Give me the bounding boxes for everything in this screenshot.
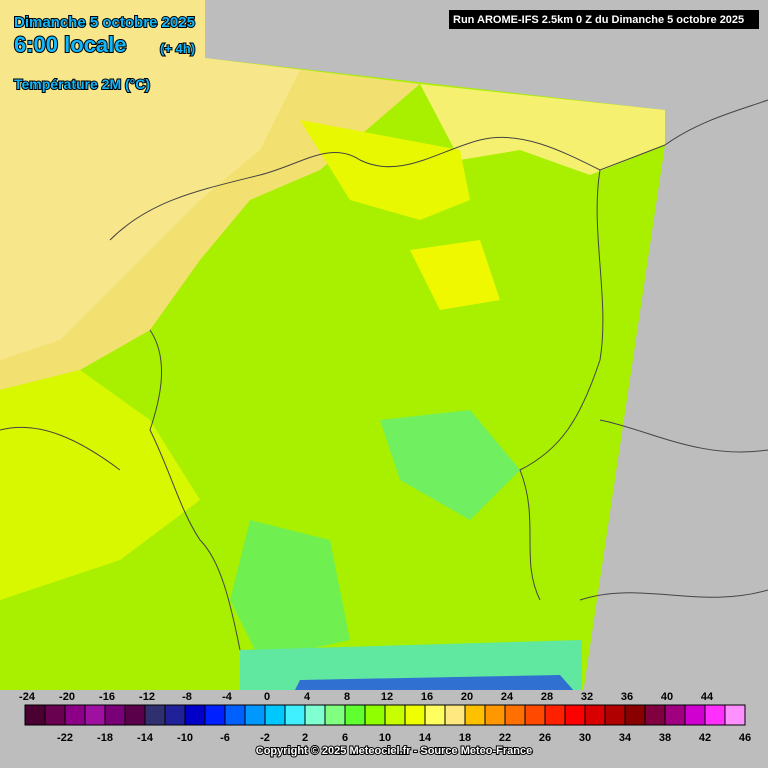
legend-label: -18: [97, 732, 113, 744]
legend-label: 8: [344, 691, 350, 703]
legend-swatch: [424, 704, 446, 726]
legend-swatch: [324, 704, 346, 726]
legend-label: -2: [260, 732, 270, 744]
legend-swatch: [604, 704, 626, 726]
legend-label: 0: [264, 691, 270, 703]
legend-label: 30: [579, 732, 591, 744]
legend-label: 20: [461, 691, 473, 703]
legend-label: 32: [581, 691, 593, 703]
legend-swatch: [464, 704, 486, 726]
borders: [0, 99, 768, 651]
legend-swatch: [304, 704, 326, 726]
legend-swatch: [44, 704, 66, 726]
legend-label: 6: [342, 732, 348, 744]
legend-swatch: [264, 704, 286, 726]
legend-swatch: [384, 704, 406, 726]
time-label: 6:00 locale: [14, 32, 127, 57]
legend-swatch: [524, 704, 546, 726]
legend-swatch: [124, 704, 146, 726]
legend-label: 18: [459, 732, 471, 744]
legend-label: 10: [379, 732, 391, 744]
legend-label: 22: [499, 732, 511, 744]
copyright: Copyright © 2025 Meteociel.fr - Source M…: [256, 745, 532, 757]
legend-swatch: [84, 704, 106, 726]
legend-swatch: [64, 704, 86, 726]
legend-label: 12: [381, 691, 393, 703]
legend-swatch: [544, 704, 566, 726]
legend-label: 38: [659, 732, 671, 744]
legend-label: -4: [222, 691, 233, 703]
legend-label: 26: [539, 732, 551, 744]
legend-label: 42: [699, 732, 711, 744]
legend-label: -14: [137, 732, 154, 744]
legend-swatch: [204, 704, 226, 726]
legend-label: 34: [619, 732, 632, 744]
legend-label: 16: [421, 691, 433, 703]
variable-label: Température 2M (°C): [14, 76, 150, 92]
legend-label: 46: [739, 732, 751, 744]
legend-swatch: [584, 704, 606, 726]
legend-label: 40: [661, 691, 673, 703]
legend-label: -16: [99, 691, 115, 703]
offset-label: (+ 4h): [160, 41, 195, 56]
legend-swatch: [684, 704, 706, 726]
legend-label: 14: [419, 732, 432, 744]
legend-swatch: [164, 704, 186, 726]
legend-swatch: [224, 704, 246, 726]
legend-swatch: [444, 704, 466, 726]
legend-swatch: [144, 704, 166, 726]
legend-swatch: [364, 704, 386, 726]
legend-swatch: [644, 704, 666, 726]
legend-label: -10: [177, 732, 193, 744]
legend-label: -8: [182, 691, 192, 703]
legend-swatch: [624, 704, 646, 726]
legend-label: 44: [701, 691, 714, 703]
legend-label: -12: [139, 691, 155, 703]
legend-label: 24: [501, 691, 514, 703]
temperature-field: [0, 0, 665, 700]
legend-swatch: [344, 704, 366, 726]
legend: -24-22-20-18-16-14-12-10-8-6-4-202468101…: [19, 691, 751, 744]
legend-swatch: [284, 704, 306, 726]
legend-swatch: [564, 704, 586, 726]
run-label-box: [449, 10, 759, 29]
legend-label: 2: [302, 732, 308, 744]
legend-swatch: [504, 704, 526, 726]
legend-swatch: [664, 704, 686, 726]
legend-swatch: [24, 704, 46, 726]
legend-label: -24: [19, 691, 36, 703]
legend-label: 4: [304, 691, 311, 703]
legend-label: 28: [541, 691, 553, 703]
legend-swatch: [704, 704, 726, 726]
date-label: Dimanche 5 octobre 2025: [14, 14, 195, 31]
legend-label: 36: [621, 691, 633, 703]
legend-label: -22: [57, 732, 73, 744]
legend-label: -20: [59, 691, 75, 703]
legend-background: [0, 690, 768, 768]
legend-swatch: [484, 704, 506, 726]
legend-swatch: [104, 704, 126, 726]
legend-label: -6: [220, 732, 230, 744]
legend-swatch: [404, 704, 426, 726]
legend-swatch: [724, 704, 746, 726]
run-label: Run AROME-IFS 2.5km 0 Z du Dimanche 5 oc…: [453, 14, 744, 26]
legend-swatch: [244, 704, 266, 726]
legend-swatch: [184, 704, 206, 726]
